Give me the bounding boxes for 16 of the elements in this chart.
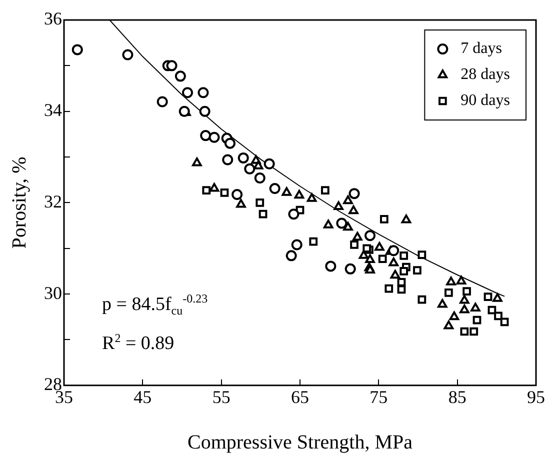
y-tick-label: 30 [44, 282, 62, 303]
x-axis-title: Compressive Strength, MPa [188, 431, 413, 454]
x-tick-label: 55 [212, 386, 230, 407]
legend-label: 28 days [460, 66, 510, 84]
x-tick-label: 45 [134, 386, 152, 407]
y-axis-title: Porosity, % [8, 156, 30, 249]
y-tick-label: 36 [44, 8, 62, 29]
y-tick-label: 32 [44, 191, 62, 212]
annotation: R$^{2}$ = 0.89 [102, 331, 174, 356]
x-tick-label: 65 [291, 386, 309, 407]
y-tick-label: 34 [44, 100, 62, 120]
legend-label: 90 days [460, 92, 510, 110]
x-tick-label: 95 [527, 386, 545, 407]
legend-label: 7 days [460, 40, 502, 58]
x-tick-label: 85 [448, 386, 466, 407]
x-tick-label: 75 [370, 386, 388, 407]
